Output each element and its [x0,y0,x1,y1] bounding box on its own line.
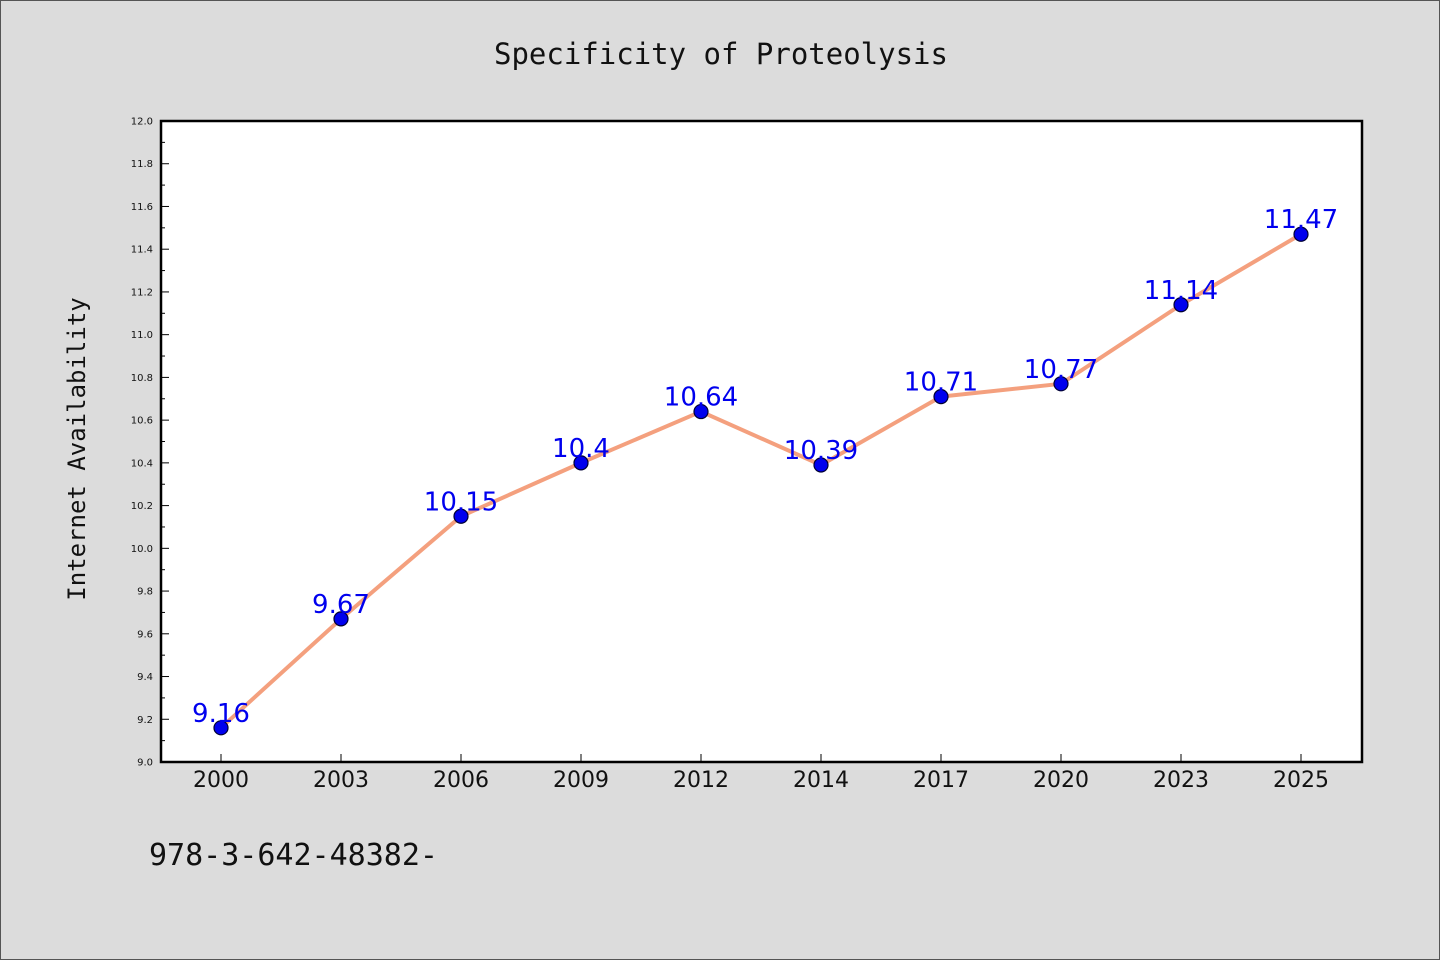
x-tick-label: 2017 [913,768,969,793]
x-tick-label: 2000 [193,768,249,793]
y-tick-label: 10.6 [131,416,153,427]
data-label: 10.77 [1024,355,1098,385]
data-label: 10.4 [552,434,610,464]
y-tick-label: 11.0 [131,330,153,341]
data-label: 11.47 [1264,205,1338,235]
data-point [693,403,709,420]
y-tick-label: 9.4 [137,672,153,683]
x-tick-label: 2009 [553,768,609,793]
y-tick-label: 11.2 [131,287,153,298]
x-tick-label: 2023 [1153,768,1209,793]
series-group [213,226,1309,736]
y-tick-label: 10.4 [131,458,153,469]
y-tick-label: 9.0 [137,758,153,769]
x-axis-ticks: 2000 2003 2006 2009 2012 2014 2017 2020 2023 2025 [193,754,1329,793]
data-point [1173,297,1189,313]
y-axis-ticks: 9.0 9.2 9.4 9.6 9.8 10.0 10.2 10.4 10.6 10.8 11.0 1… [131,117,169,769]
data-point [933,389,949,405]
y-tick-label: 11.4 [131,245,153,256]
data-label: 11.14 [1144,276,1218,306]
y-tick-label: 11.8 [131,159,153,170]
data-point [1293,226,1309,242]
series-line [219,232,1303,730]
x-tick-label: 2014 [793,768,849,793]
data-point [213,720,229,736]
chart-title: Specificity of Proteolysis [494,37,948,71]
y-tick-label: 9.2 [137,715,153,726]
data-point [813,457,829,473]
data-label: 10.39 [784,436,858,466]
data-point [333,611,349,627]
data-label: 9.16 [192,699,250,729]
data-labels: 9.16 9.67 10.15 10.4 10.64 10.39 10.71 10.77 11.… [192,205,1338,729]
data-point [1053,376,1069,392]
data-point [573,455,589,471]
y-tick-label: 10.8 [131,373,153,384]
data-label: 10.15 [424,487,498,517]
data-label: 10.64 [664,383,738,413]
x-tick-label: 2012 [673,768,729,793]
data-label: 10.71 [904,368,978,398]
figure-caption: 978-3-642-48382- [149,838,438,873]
y-tick-label: 11.6 [131,202,153,213]
y-tick-label: 9.8 [137,587,153,598]
x-tick-label: 2020 [1033,768,1089,793]
y-tick-label: 12.0 [131,117,153,128]
plot-area [159,119,1364,764]
x-tick-label: 2006 [433,768,489,793]
y-tick-label: 10.0 [131,544,153,555]
data-point [453,508,469,524]
y-tick-label: 10.2 [131,501,153,512]
x-tick-label: 2003 [313,768,369,793]
data-label: 9.67 [312,590,370,620]
y-axis-label: Internet Availability [63,297,91,600]
y-tick-label: 9.6 [137,629,153,640]
x-tick-label: 2025 [1273,768,1329,793]
